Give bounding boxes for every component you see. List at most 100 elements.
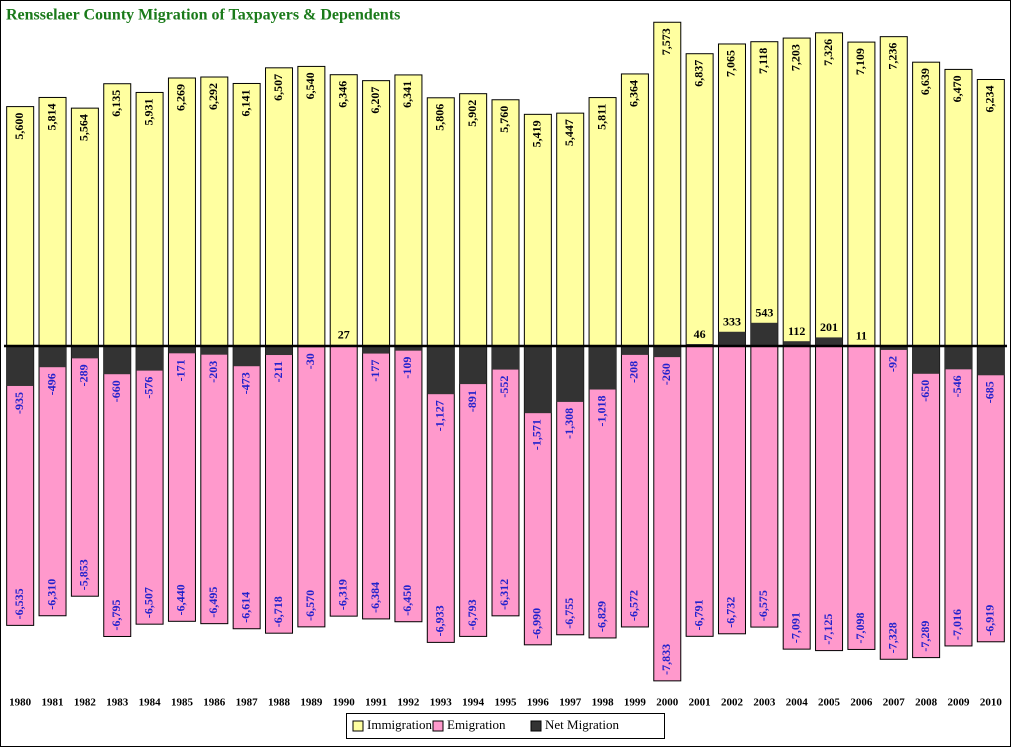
data-label: -6,312 (497, 579, 511, 610)
data-label: -177 (368, 360, 382, 382)
bar (880, 346, 908, 350)
bar (135, 345, 164, 625)
x-tick-label: 2008 (915, 697, 938, 709)
data-label: -260 (659, 363, 673, 385)
bar (685, 53, 714, 347)
data-label: 7,573 (659, 28, 673, 55)
data-label: 27 (338, 328, 350, 342)
bar (491, 345, 520, 617)
bar (394, 345, 423, 623)
bar (265, 346, 293, 356)
x-tick-label: 1986 (203, 697, 226, 709)
data-label: 6,292 (206, 83, 220, 110)
bar (362, 346, 390, 354)
bar (879, 36, 908, 347)
bar (103, 346, 131, 375)
bar (620, 73, 649, 347)
data-label: 7,065 (724, 50, 738, 77)
bar (200, 76, 229, 347)
bar (588, 97, 617, 347)
bar (6, 345, 35, 626)
bar (136, 346, 164, 371)
data-label: -6,507 (141, 587, 155, 618)
legend-label: Immigration (367, 717, 432, 732)
bar (38, 96, 67, 347)
data-label: -891 (465, 390, 479, 412)
bar (394, 74, 423, 347)
data-label: -30 (303, 353, 317, 369)
x-tick-label: 2005 (818, 697, 841, 709)
x-tick-label: 1984 (139, 697, 162, 709)
data-label: -6,572 (627, 590, 641, 621)
x-tick-label: 1980 (9, 697, 32, 709)
data-label: 7,203 (788, 44, 802, 71)
bar (329, 345, 358, 617)
bar (588, 345, 617, 639)
data-label: 6,470 (950, 75, 964, 102)
data-label: 5,564 (77, 114, 91, 141)
data-label: 7,118 (756, 48, 770, 74)
data-label: -171 (174, 359, 188, 381)
bar (815, 32, 844, 347)
bar (6, 106, 35, 347)
bar (653, 21, 682, 347)
data-label: -6,791 (691, 599, 705, 630)
legend-swatch (530, 720, 542, 732)
bar (976, 78, 1005, 347)
data-label: -1,571 (530, 419, 544, 450)
data-label: 6,269 (174, 84, 188, 111)
data-label: -1,127 (433, 400, 447, 431)
data-label: -6,795 (109, 599, 123, 630)
bar (135, 91, 164, 347)
data-label: -6,829 (594, 601, 608, 632)
legend-swatch (432, 720, 444, 732)
bar (782, 345, 811, 650)
bar (232, 345, 261, 630)
bar (717, 345, 746, 635)
bar (718, 331, 746, 346)
data-label: -576 (141, 377, 155, 399)
data-label: 6,639 (918, 68, 932, 95)
data-label: 7,326 (821, 39, 835, 66)
bar (167, 345, 196, 622)
bar (783, 341, 811, 346)
data-label: -6,319 (335, 579, 349, 610)
data-label: 11 (856, 328, 867, 342)
data-label: -552 (497, 376, 511, 398)
data-label: -211 (271, 361, 285, 382)
x-tick-label: 1983 (106, 697, 129, 709)
data-label: -7,833 (659, 644, 673, 675)
data-label: 5,931 (141, 98, 155, 125)
x-tick-label: 2010 (980, 697, 1003, 709)
bar (750, 322, 778, 346)
data-label: -1,308 (562, 408, 576, 439)
bar (750, 41, 779, 347)
data-label: -685 (983, 381, 997, 403)
data-label: -7,091 (788, 612, 802, 643)
bar (782, 37, 811, 347)
bar (492, 346, 519, 370)
bar (847, 345, 876, 650)
bar (912, 346, 940, 374)
data-label: 201 (820, 320, 838, 334)
data-label: -7,289 (918, 621, 932, 652)
data-label: -6,450 (400, 585, 414, 616)
x-tick-label: 1987 (236, 697, 259, 709)
data-label: -6,310 (44, 579, 58, 610)
data-label: -6,495 (206, 587, 220, 618)
x-tick-label: 1998 (592, 697, 615, 709)
data-label: -6,718 (271, 596, 285, 627)
x-tick-label: 1993 (430, 697, 453, 709)
data-label: 6,341 (400, 81, 414, 108)
data-label: -473 (238, 372, 252, 394)
bar (944, 346, 972, 370)
data-label: 6,507 (271, 74, 285, 101)
bar (233, 346, 261, 367)
data-label: 6,135 (109, 90, 123, 117)
x-tick-label: 1981 (42, 697, 64, 709)
data-label: -7,328 (886, 622, 900, 653)
bar (38, 345, 67, 617)
bar (491, 99, 520, 347)
data-label: -7,125 (821, 614, 835, 645)
